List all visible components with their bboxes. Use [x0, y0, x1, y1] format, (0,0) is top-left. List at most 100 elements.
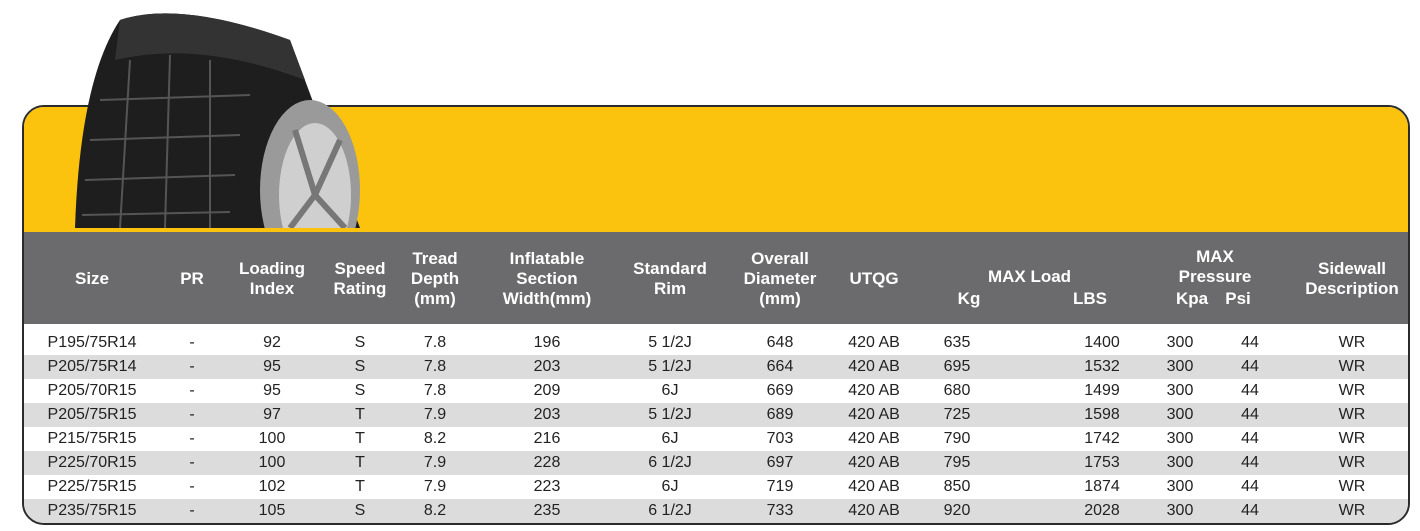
header-sub: LBS	[1073, 289, 1107, 309]
table-cell: 7.9	[424, 475, 446, 499]
table-cell: WR	[1339, 379, 1366, 403]
table-cell: 420 AB	[848, 475, 900, 499]
table-cell: 95	[263, 355, 281, 379]
header-cell: Inflatable Section Width(mm)	[503, 249, 592, 309]
table-cell: T	[355, 427, 365, 451]
table-cell: 420 AB	[848, 331, 900, 355]
table-cell: 6 1/2J	[648, 499, 692, 523]
header-sub: Psi	[1225, 289, 1251, 309]
table-cell: 44	[1241, 475, 1259, 499]
table-cell: 725	[944, 403, 971, 427]
table-cell: 235	[534, 499, 561, 523]
header-cell: Size	[75, 269, 109, 289]
table-cell: 1742	[1084, 427, 1120, 451]
table-cell: P205/75R15	[48, 403, 137, 427]
table-cell: 420 AB	[848, 427, 900, 451]
table-cell: 300	[1167, 475, 1194, 499]
table-cell: 203	[534, 403, 561, 427]
table-cell: 44	[1241, 355, 1259, 379]
table-cell: 300	[1167, 451, 1194, 475]
table-cell: 97	[263, 403, 281, 427]
table-cell: T	[355, 475, 365, 499]
table-cell: -	[189, 499, 194, 523]
table-cell: WR	[1339, 451, 1366, 475]
table-cell: 689	[767, 403, 794, 427]
table-cell: WR	[1339, 475, 1366, 499]
table-cell: 44	[1241, 403, 1259, 427]
header-cell: Overall Diameter (mm)	[744, 249, 817, 309]
table-cell: 7.9	[424, 451, 446, 475]
table-cell: 733	[767, 499, 794, 523]
header-cell: UTQG	[849, 269, 898, 289]
header-sub: Kg	[958, 289, 981, 309]
table-cell: 300	[1167, 355, 1194, 379]
table-cell: 100	[259, 451, 286, 475]
table-cell: 105	[259, 499, 286, 523]
tire-image	[60, 0, 380, 228]
header-group: MAX Load	[988, 267, 1071, 287]
table-cell: T	[355, 451, 365, 475]
table-cell: 8.2	[424, 427, 446, 451]
table-cell: 203	[534, 355, 561, 379]
table-cell: 920	[944, 499, 971, 523]
table-cell: 223	[534, 475, 561, 499]
table-cell: 8.2	[424, 499, 446, 523]
table-cell: -	[189, 403, 194, 427]
table-cell: 664	[767, 355, 794, 379]
table-cell: P225/70R15	[48, 451, 137, 475]
table-cell: 669	[767, 379, 794, 403]
table-cell: 5 1/2J	[648, 331, 692, 355]
table-cell: T	[355, 403, 365, 427]
table-cell: 850	[944, 475, 971, 499]
table-cell: 209	[534, 379, 561, 403]
table-cell: P235/75R15	[48, 499, 137, 523]
table-cell: 695	[944, 355, 971, 379]
table-cell: 1753	[1084, 451, 1120, 475]
header-cell: Sidewall Description	[1305, 259, 1399, 299]
table-cell: 196	[534, 331, 561, 355]
table-cell: S	[355, 379, 366, 403]
table-cell: 1499	[1084, 379, 1120, 403]
table-cell: 95	[263, 379, 281, 403]
table-cell: 44	[1241, 427, 1259, 451]
table-cell: 2028	[1084, 499, 1120, 523]
table-cell: 7.8	[424, 379, 446, 403]
table-cell: P205/75R14	[48, 355, 137, 379]
table-cell: WR	[1339, 355, 1366, 379]
table-cell: 300	[1167, 379, 1194, 403]
table-cell: 6J	[662, 379, 679, 403]
table-cell: 1598	[1084, 403, 1120, 427]
table-cell: 420 AB	[848, 499, 900, 523]
table-cell: 44	[1241, 451, 1259, 475]
table-cell: 697	[767, 451, 794, 475]
table-cell: P215/75R15	[48, 427, 137, 451]
table-cell: 300	[1167, 403, 1194, 427]
table-cell: 300	[1167, 331, 1194, 355]
table-cell: WR	[1339, 499, 1366, 523]
header-cell: Loading Index	[239, 259, 305, 299]
table-cell: 420 AB	[848, 355, 900, 379]
table-cell: 7.8	[424, 331, 446, 355]
table-cell: 300	[1167, 499, 1194, 523]
table-cell: 420 AB	[848, 451, 900, 475]
header-cell: Standard Rim	[633, 259, 707, 299]
table-cell: 300	[1167, 427, 1194, 451]
table-cell: 7.8	[424, 355, 446, 379]
table-cell: -	[189, 331, 194, 355]
table-cell: 6 1/2J	[648, 451, 692, 475]
table-cell: 420 AB	[848, 403, 900, 427]
table-cell: 44	[1241, 499, 1259, 523]
table-cell: 6J	[662, 475, 679, 499]
table-cell: 648	[767, 331, 794, 355]
table-cell: 719	[767, 475, 794, 499]
table-cell: 44	[1241, 379, 1259, 403]
table-cell: 5 1/2J	[648, 355, 692, 379]
